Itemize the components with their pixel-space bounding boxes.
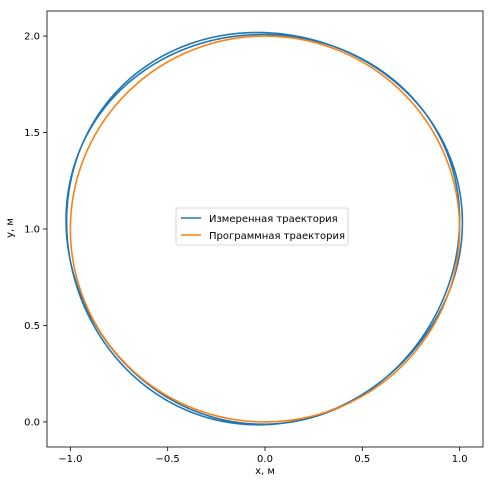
series-measured-line xyxy=(65,31,464,426)
series-programmed-line xyxy=(69,35,461,423)
legend-label-measured: Измеренная траектория xyxy=(209,214,338,225)
x-tick-label: 1.0 xyxy=(452,454,468,465)
x-tick-label: −0.5 xyxy=(156,454,180,465)
legend-label-programmed: Программная траектория xyxy=(209,231,345,242)
y-tick-label: 2.0 xyxy=(24,32,40,43)
legend-box xyxy=(175,207,349,246)
y-tick-label: 1.5 xyxy=(24,128,40,139)
x-axis-ticks: −1.0 −0.5 0.0 0.5 1.0 xyxy=(58,447,468,465)
x-tick-label: 0.5 xyxy=(354,454,370,465)
legend: Измеренная траектория Программная траект… xyxy=(175,207,349,246)
x-tick-label: −1.0 xyxy=(58,454,82,465)
plot-lines xyxy=(65,31,464,426)
y-axis-ticks: 0.0 0.5 1.0 1.5 2.0 xyxy=(24,32,47,428)
y-tick-label: 1.0 xyxy=(24,225,40,236)
x-tick-label: 0.0 xyxy=(257,454,273,465)
x-axis-label: x, м xyxy=(255,466,275,477)
y-tick-label: 0.0 xyxy=(24,417,40,428)
y-axis-label: y, м xyxy=(5,218,16,238)
y-tick-label: 0.5 xyxy=(24,321,40,332)
